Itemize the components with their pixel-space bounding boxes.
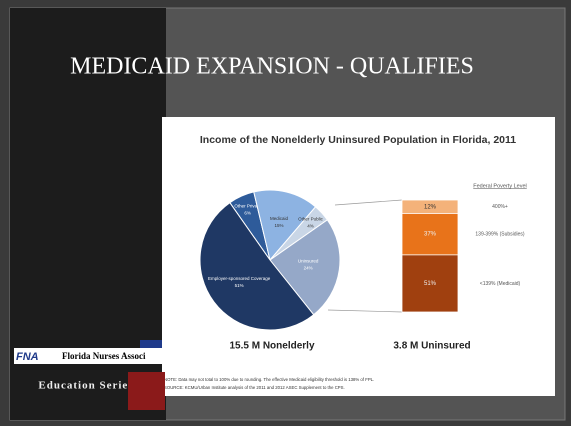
red-accent	[128, 372, 165, 410]
bar-category-label: 139-399% (Subsidies)	[475, 231, 525, 237]
chart-title: Income of the Nonelderly Uninsured Popul…	[200, 134, 516, 146]
bar-value-label: 51%	[424, 281, 437, 287]
series-name: Education Series	[38, 380, 133, 392]
slice-value-label: 6%	[244, 210, 251, 215]
slice-label: Other Public	[298, 217, 324, 222]
charts: Other Private 6% Medicaid 15% Other Public 4%…	[164, 183, 527, 390]
bar-value-label: 12%	[424, 204, 437, 210]
bar-caption: 3.8 M Uninsured	[393, 341, 470, 352]
slide-title: MEDICAID EXPANSION - QUALIFIES	[70, 54, 474, 80]
bar-segment	[401, 213, 459, 256]
pie-slice	[269, 219, 341, 316]
organization: Florida Nurses Associ	[62, 351, 146, 361]
pie-slice	[253, 189, 317, 262]
slice-value-label: 51%	[235, 283, 244, 288]
chart-note: SOURCE: KCMU/Urban Institute analysis of…	[164, 385, 345, 390]
chart-note: NOTE: Data may not total to 100% due to …	[164, 377, 374, 382]
slice-value-label: 24%	[304, 266, 313, 271]
slice-label: Medicaid	[270, 216, 289, 221]
bar-category-label: 400%+	[492, 204, 508, 210]
slice-label: Employer-sponsored Coverage	[208, 276, 271, 281]
bar-segment	[401, 254, 459, 313]
legend-title: Federal Poverty Level	[473, 183, 527, 189]
pie-caption: 15.5 M Nonelderly	[229, 341, 314, 352]
connector	[327, 309, 403, 313]
slice-value-label: 15%	[275, 223, 284, 228]
bar-value-label: 37%	[424, 232, 437, 238]
slice-label: Other Private	[234, 203, 261, 208]
logo-box	[14, 348, 164, 364]
logo: FNA	[16, 351, 39, 363]
slice-label: Uninsured	[298, 259, 319, 264]
bar-category-label: <139% (Medicaid)	[480, 281, 521, 287]
pie-slice	[199, 201, 315, 331]
slice-value-label: 4%	[307, 224, 314, 229]
connector	[334, 199, 403, 206]
